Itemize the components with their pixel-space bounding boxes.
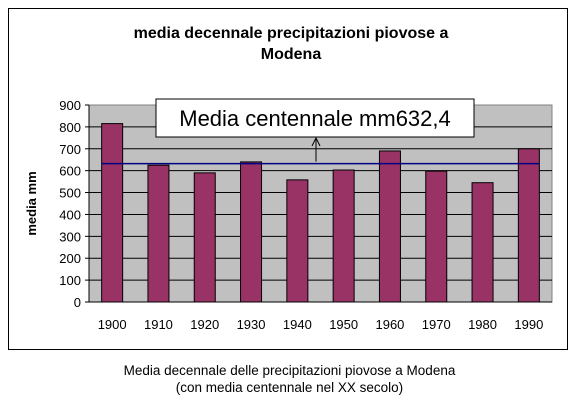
x-tick-label: 1900 (98, 317, 127, 332)
y-tick-labels: 0 100 200 300 400 500 600 700 800 900 (59, 98, 81, 310)
y-tick-label: 0 (74, 295, 81, 310)
x-tick-label: 1930 (237, 317, 266, 332)
x-tick-label: 1910 (144, 317, 173, 332)
bar-1960 (378, 150, 401, 303)
x-tick-label: 1950 (329, 317, 358, 332)
y-tick-label: 700 (59, 142, 81, 157)
bar-1920 (193, 172, 216, 303)
bar-1980 (471, 182, 494, 303)
y-tick-label: 400 (59, 207, 81, 222)
bar-1970 (425, 170, 448, 303)
bar-1910 (147, 164, 170, 303)
bar-1940 (286, 179, 309, 303)
bar-1950 (332, 169, 355, 303)
annotation-box (155, 98, 475, 138)
y-tick-label: 900 (59, 98, 81, 113)
x-tick-label: 1960 (375, 317, 404, 332)
bar-chart: media decennale precipitazioni piovose a… (24, 25, 553, 332)
y-tick-label: 300 (59, 229, 81, 244)
annotation-arrowhead (311, 136, 321, 147)
y-tick-label: 800 (59, 120, 81, 135)
bar-1900 (101, 123, 124, 303)
figure-caption: Media decennale delle precipitazioni pio… (0, 362, 579, 396)
bar-1990 (517, 148, 540, 303)
x-tick-labels: 1900 1910 1920 1930 1940 1950 1960 1970 1980 1990 (98, 317, 544, 332)
x-tick-label: 1940 (283, 317, 312, 332)
annotation-group: Media centennale mm632,4 (155, 98, 475, 162)
x-tick-label: 1920 (190, 317, 219, 332)
y-tick-label: 500 (59, 186, 81, 201)
chart-title-line-1: media decennale precipitazioni piovose a (134, 25, 449, 42)
caption-line-2: (con media centennale nel XX secolo) (175, 380, 404, 395)
x-tick-label: 1990 (514, 317, 543, 332)
bar-1930 (240, 161, 263, 303)
y-tick-label: 200 (59, 251, 81, 266)
chart-title-line-2: Modena (261, 46, 322, 63)
y-axis-label: media mm (24, 171, 39, 235)
y-tick-label: 600 (59, 164, 81, 179)
bars (101, 123, 540, 303)
x-tick-label: 1980 (468, 317, 497, 332)
x-tick-label: 1970 (422, 317, 451, 332)
annotation-label: Media centennale mm632,4 (179, 106, 451, 131)
y-tick-label: 100 (59, 273, 81, 288)
chart-frame: media decennale precipitazioni piovose a… (8, 8, 568, 350)
caption-line-1: Media decennale delle precipitazioni pio… (123, 363, 456, 378)
